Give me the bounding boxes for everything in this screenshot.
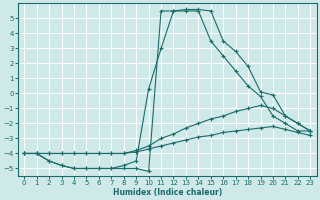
- X-axis label: Humidex (Indice chaleur): Humidex (Indice chaleur): [113, 188, 222, 197]
